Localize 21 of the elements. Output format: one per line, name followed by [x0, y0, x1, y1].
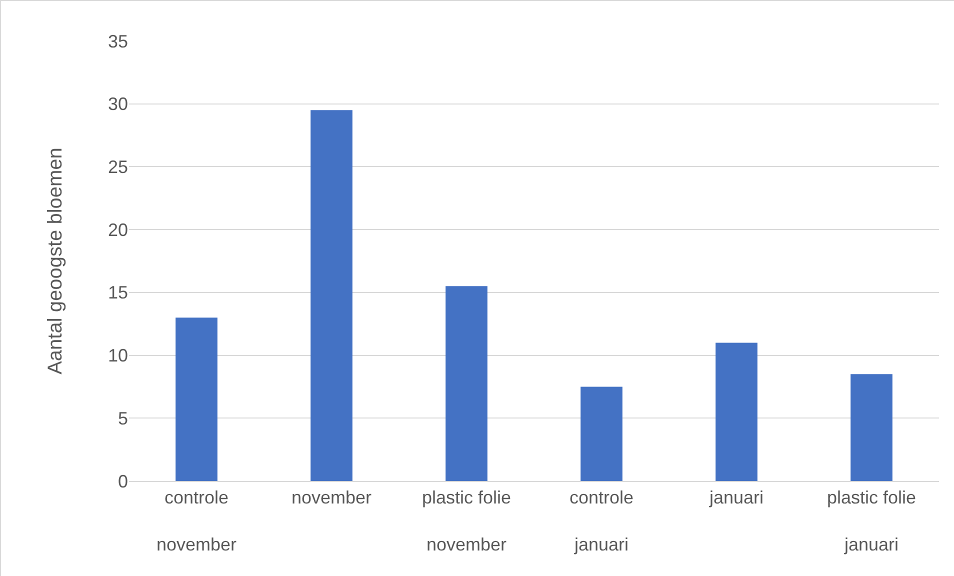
y-tick-label: 10 — [108, 346, 128, 366]
bar — [850, 374, 892, 481]
category-label: plastic folie januari — [826, 488, 916, 554]
bar — [446, 286, 488, 481]
y-tick-label: 30 — [108, 94, 128, 114]
y-tick-label: 20 — [108, 220, 128, 240]
y-tick-label: 15 — [108, 282, 128, 303]
y-tick-label: 25 — [108, 157, 128, 178]
bar — [176, 318, 218, 481]
category-label: controle november — [156, 488, 237, 554]
category-label: controle januari — [569, 488, 634, 554]
y-axis-title: Aantal geoogste bloemen — [44, 148, 66, 374]
x-tick-label: november — [291, 488, 372, 508]
x-tick-label: januari — [708, 488, 764, 508]
y-tick-label: 0 — [118, 471, 128, 492]
category-label: plastic folie november — [422, 488, 512, 554]
y-tick-label: 35 — [108, 31, 128, 52]
bar — [310, 110, 352, 481]
bar — [580, 386, 622, 481]
y-tick-label: 5 — [118, 408, 128, 428]
bar — [716, 342, 758, 481]
